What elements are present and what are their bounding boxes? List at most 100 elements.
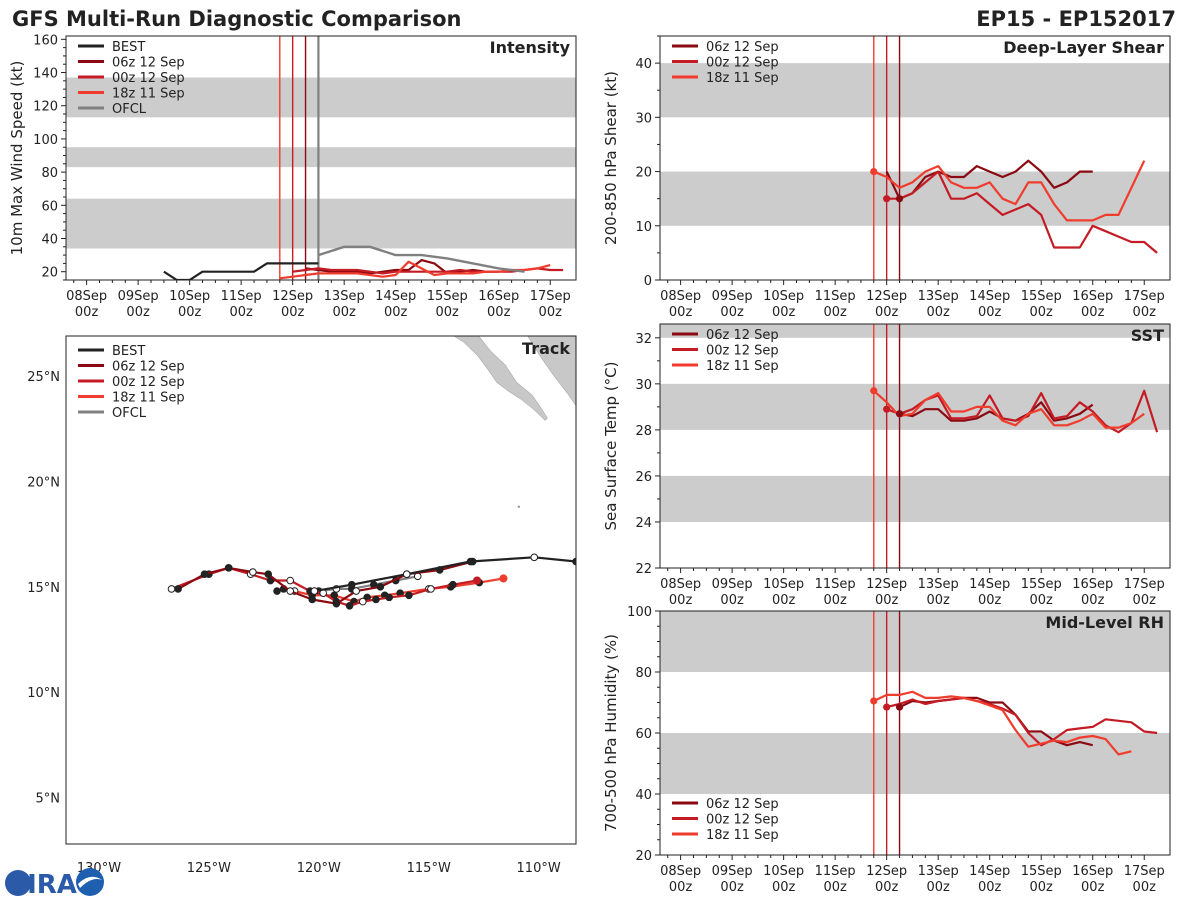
rh-ytick-label-1: 40: [635, 788, 652, 803]
rh-xtick-label-2: 10Sep 00z: [763, 864, 804, 895]
intensity-ytick-label-3: 80: [41, 166, 58, 181]
storm-id: EP15 - EP152017: [976, 7, 1176, 31]
track-point-2-4: [385, 593, 393, 602]
shear-series-0: [885, 159, 1093, 200]
track-legend-label-0: BEST: [112, 344, 145, 359]
rh-xtick-hour-5: 00z: [926, 880, 950, 895]
intensity-xtick-hour-8: 00z: [487, 305, 511, 320]
shear-xtick-day-0: 08Sep: [660, 289, 701, 304]
track-legend-label-4: OFCL: [112, 406, 147, 421]
intensity-xtick-hour-0: 00z: [75, 305, 99, 320]
intensity-ytick-label-0: 20: [41, 266, 58, 281]
track-point-1-9: [249, 568, 257, 576]
rh-series-2: [873, 690, 1132, 756]
sst-legend-label-0: 06z 12 Sep: [706, 328, 779, 343]
rh-xtick-hour-4: 00z: [875, 880, 899, 895]
intensity-panel-title: Intensity: [490, 38, 571, 57]
rh-init-marker-2: [895, 703, 904, 711]
track-panel-title: Track: [522, 339, 570, 358]
sst-xtick-day-2: 10Sep: [763, 577, 804, 592]
sst-init-marker-2: [895, 410, 904, 418]
rh-xtick-label-5: 13Sep 00z: [918, 864, 959, 895]
shear-xtick-day-7: 15Sep: [1021, 289, 1062, 304]
shear-xtick-label-6: 14Sep 00z: [969, 289, 1010, 320]
track-point-1-8: [264, 570, 273, 578]
intensity-xtick-label-5: 13Sep 00z: [324, 289, 365, 320]
shear-xtick-label-4: 12Sep 00z: [866, 289, 907, 320]
rh-xtick-day-7: 15Sep: [1021, 864, 1062, 879]
rh-xtick-hour-2: 00z: [772, 880, 796, 895]
intensity-xtick-day-4: 12Sep: [272, 289, 313, 304]
sst-plot-area: [660, 324, 1170, 568]
rh-xtick-hour-8: 00z: [1081, 880, 1105, 895]
track-xtick-label-2: 120°W: [297, 861, 341, 876]
sst-ytick-label-5: 32: [635, 332, 652, 347]
rh-xtick-day-4: 12Sep: [866, 864, 907, 879]
track-plot-area: [167, 336, 576, 610]
track-point-1-12: [174, 585, 182, 593]
shear-xtick-day-3: 11Sep: [815, 289, 856, 304]
intensity-xtick-hour-2: 00z: [178, 305, 202, 320]
sst-ytick-label-4: 30: [635, 378, 652, 393]
shear-xtick-label-0: 08Sep 00z: [660, 289, 701, 320]
intensity-xtick-day-8: 16Sep: [478, 289, 519, 304]
shear-ytick-label-2: 20: [635, 166, 652, 181]
shear-series-2: [873, 160, 1146, 222]
intensity-xtick-label-7: 15Sep 00z: [427, 289, 468, 320]
shear-xtick-hour-5: 00z: [926, 305, 950, 320]
track-point-2-5: [372, 595, 380, 604]
sst-ytick-label-0: 22: [635, 562, 652, 577]
sst-xtick-label-1: 09Sep 00z: [712, 577, 753, 608]
sst-legend-label-1: 00z 12 Sep: [706, 344, 779, 359]
sst-xtick-label-0: 08Sep 00z: [660, 577, 701, 608]
sst-xtick-hour-3: 00z: [823, 593, 847, 608]
sst-xtick-label-8: 16Sep 00z: [1072, 577, 1113, 608]
rh-panel-title: Mid-Level RH: [1045, 613, 1164, 632]
track-ytick-label-2: 15°N: [27, 581, 60, 596]
rh-legend-label-2: 18z 11 Sep: [706, 828, 779, 843]
track-point-0-2: [466, 557, 475, 566]
rh-band-0: [660, 733, 1170, 794]
track-xtick-label-1: 125°W: [187, 861, 231, 876]
track-start-18z: [499, 574, 508, 583]
rh-init-marker-1: [883, 703, 891, 711]
rh-xtick-day-9: 17Sep: [1124, 864, 1165, 879]
shear-band-1: [660, 63, 1170, 118]
figure-title: GFS Multi-Run Diagnostic Comparison: [12, 7, 461, 31]
intensity-xtick-label-4: 12Sep 00z: [272, 289, 313, 320]
rh-xtick-label-0: 08Sep 00z: [660, 864, 701, 895]
track-xtick-label-4: 110°W: [517, 861, 561, 876]
intensity-xtick-hour-3: 00z: [229, 305, 253, 320]
shear-init-marker-1: [883, 195, 891, 203]
shear-series-1: [886, 170, 1158, 254]
intensity-xtick-hour-7: 00z: [436, 305, 460, 320]
sst-panel-title: SST: [1131, 326, 1164, 345]
sst-xtick-label-3: 11Sep 00z: [815, 577, 856, 608]
track-ytick-label-3: 20°N: [27, 475, 60, 490]
intensity-ytick-label-1: 40: [41, 233, 58, 248]
track-point-0-1: [530, 553, 539, 562]
shear-ylabel: 200-850 hPa Shear (kt): [602, 71, 620, 245]
intensity-frame: [65, 35, 577, 281]
track-legend-label-2: 00z 12 Sep: [112, 375, 185, 390]
intensity-ylabel: 10m Max Wind Speed (kt): [8, 61, 26, 256]
cira-logo: CIRA: [5, 868, 104, 900]
shear-init-marker-0: [870, 167, 878, 176]
shear-xtick-hour-7: 00z: [1030, 305, 1054, 320]
rh-xtick-label-9: 17Sep 00z: [1124, 864, 1165, 895]
intensity-xtick-label-0: 08Sep 00z: [66, 289, 107, 320]
shear-xtick-label-5: 13Sep 00z: [918, 289, 959, 320]
rh-xtick-label-4: 12Sep 00z: [866, 864, 907, 895]
rh-xtick-hour-9: 00z: [1133, 880, 1157, 895]
sst-xtick-label-2: 10Sep 00z: [763, 577, 804, 608]
intensity-xtick-day-1: 09Sep: [118, 289, 159, 304]
rh-xtick-day-5: 13Sep: [918, 864, 959, 879]
intensity-xtick-label-2: 10Sep 00z: [169, 289, 210, 320]
sst-ytick-label-2: 26: [635, 470, 652, 485]
rh-band-1: [660, 611, 1170, 672]
shear-xtick-hour-2: 00z: [772, 305, 796, 320]
track-point-2-11: [286, 576, 295, 585]
mexico-mainland-land: [527, 336, 576, 407]
intensity-xtick-day-7: 15Sep: [427, 289, 468, 304]
shear-xtick-label-1: 09Sep 00z: [712, 289, 753, 320]
